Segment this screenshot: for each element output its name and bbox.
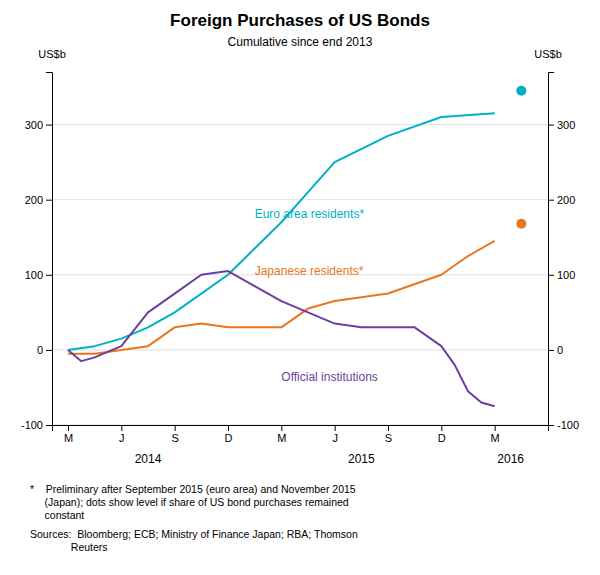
year-label: 2015: [348, 452, 375, 466]
footnote-line: (Japan); dots show level if share of US …: [30, 496, 349, 508]
annotation: Euro area residents*: [255, 207, 365, 221]
tick-label: -100: [21, 419, 43, 431]
grid-line: [52, 124, 548, 125]
tick-label: 200: [557, 194, 575, 206]
dot: [516, 86, 526, 96]
tick: 0: [37, 344, 52, 356]
tick-label: M: [491, 432, 500, 444]
tick: 100: [25, 269, 52, 281]
tick-label: 300: [25, 119, 43, 131]
tick-label: 300: [557, 119, 575, 131]
y2-axis-label: US$b: [534, 48, 562, 60]
tick-mark: [46, 425, 52, 426]
annotations: Euro area residents* Japanese residents* O…: [255, 207, 378, 384]
tick-mark: [548, 425, 554, 426]
year-label: 2014: [135, 452, 162, 466]
footnote-line: * Preliminary after September 2015 (euro…: [30, 483, 356, 495]
tick: -100: [21, 419, 52, 431]
tick: 300: [548, 119, 575, 131]
year-label: 2016: [497, 452, 524, 466]
tick-mark: [548, 200, 554, 201]
tick: S: [171, 425, 178, 444]
tick-mark: [46, 275, 52, 276]
tick-label: J: [119, 432, 125, 444]
line: [68, 271, 495, 406]
tick-label: M: [64, 432, 73, 444]
y2-axis-line: [549, 73, 555, 426]
tick: J: [119, 425, 125, 444]
annotation: Official institutions: [281, 370, 378, 384]
tick-label: M: [277, 432, 286, 444]
y-axis: -100 0 100 200 300: [21, 73, 53, 432]
footnote-line: constant: [30, 509, 84, 521]
tick-label: 100: [557, 269, 575, 281]
tick-mark: [548, 125, 554, 126]
tick-label: 100: [25, 269, 43, 281]
line: [68, 241, 495, 354]
tick-label: J: [332, 432, 338, 444]
tick: 200: [548, 194, 575, 206]
tick: D: [225, 425, 233, 444]
tick-mark: [68, 425, 69, 431]
tick-label: 0: [557, 344, 563, 356]
tick-label: D: [225, 432, 233, 444]
tick: 200: [25, 194, 52, 206]
footnote-line: Reuters: [30, 541, 108, 553]
footnote: * Preliminary after September 2015 (euro…: [30, 483, 356, 521]
tick: S: [385, 425, 392, 444]
tick: -100: [548, 419, 579, 431]
footnote-line: Sources: Bloomberg; ECB; Ministry of Fin…: [30, 528, 358, 540]
x-axis: MJSDMJSDM: [53, 425, 549, 444]
annotation: Japanese residents*: [255, 264, 364, 278]
x-axis-line: [53, 426, 549, 432]
tick-label: -100: [557, 419, 579, 431]
tick: D: [438, 425, 446, 444]
tick-label: 0: [37, 344, 43, 356]
chart: Foreign Purchases of US Bonds Cumulative …: [0, 0, 600, 575]
tick-mark: [548, 350, 554, 351]
tick: 100: [548, 269, 575, 281]
tick-mark: [441, 425, 442, 431]
y-axis-line: [46, 73, 53, 426]
tick-mark: [335, 425, 336, 431]
subtitle: Cumulative since end 2013: [228, 35, 373, 49]
tick: M: [491, 425, 500, 444]
grid: [52, 125, 548, 425]
tick-mark: [175, 425, 176, 431]
tick-label: 200: [25, 194, 43, 206]
tick-mark: [548, 275, 554, 276]
tick: M: [64, 425, 73, 444]
tick-mark: [46, 350, 52, 351]
marks: [68, 86, 526, 406]
tick-label: S: [171, 432, 178, 444]
dot: [516, 219, 526, 229]
line: [68, 113, 495, 350]
tick: M: [277, 425, 286, 444]
tick-mark: [495, 425, 496, 431]
plot: M J S D M J S D M -100 0 100 200 300 -100 0 100 200 300 US$…: [21, 48, 579, 466]
y-axis-label: US$b: [38, 48, 66, 60]
title: Foreign Purchases of US Bonds: [170, 11, 430, 30]
tick-label: D: [438, 432, 446, 444]
tick-mark: [388, 425, 389, 431]
tick-mark: [46, 125, 52, 126]
tick-label: S: [385, 432, 392, 444]
tick-mark: [281, 425, 282, 431]
y2-axis: -100 0 100 200 300: [548, 73, 579, 432]
tick: 0: [548, 344, 563, 356]
tick: 300: [25, 119, 52, 131]
footnote: Sources: Bloomberg; ECB; Ministry of Fin…: [30, 528, 358, 553]
tick-mark: [228, 425, 229, 431]
tick-mark: [121, 425, 122, 431]
tick: J: [332, 425, 338, 444]
tick-mark: [46, 200, 52, 201]
